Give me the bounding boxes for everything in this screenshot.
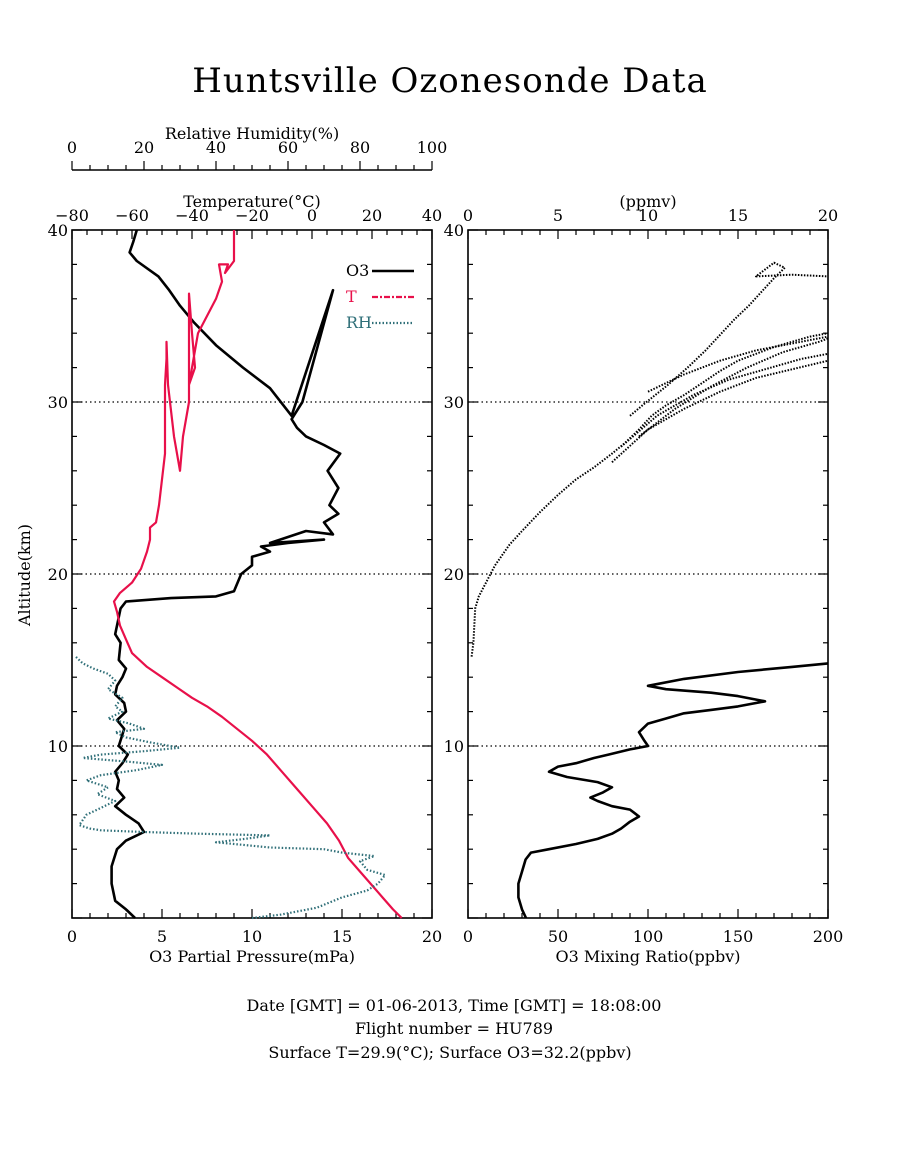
rh-axis-label: 0 [67,138,77,157]
series-o3-line [110,229,342,919]
ppbv-axis-label: 100 [633,927,664,946]
right-x-axis-label: O3 Mixing Ratio(ppbv) [555,947,740,966]
temperature-axis-label: −20 [235,206,269,225]
ppmv-axis-label: 20 [818,206,838,225]
ppmv-axis-label: 15 [728,206,748,225]
mixing-ratio-line-3 [611,359,829,463]
temperature-axis-label: −60 [115,206,149,225]
ppmv-axis-label: 10 [638,206,658,225]
rh-axis-label: 100 [417,138,448,157]
temp-axis-label: Temperature(°C) [183,192,321,211]
pressure-axis-label: 20 [422,927,442,946]
series-t-line [112,230,403,919]
temperature-axis-label: 20 [362,206,382,225]
pressure-axis-label: 5 [157,927,167,946]
legend-label-rh: RH [346,313,372,332]
temperature-axis-label: 0 [307,206,317,225]
right-y-axis-label: 20 [444,565,464,584]
mixing-ratio-line-5 [638,337,829,438]
pressure-axis-label: 15 [332,927,352,946]
footer-flight-number: Flight number = HU789 [355,1019,553,1038]
ppbv-axis-label: 0 [463,927,473,946]
left-y-axis-label: 30 [48,393,68,412]
right-y-axis-label: 40 [444,221,464,240]
footer-date-time: Date [GMT] = 01-06-2013, Time [GMT] = 18… [247,996,662,1015]
right-y-axis-label: 30 [444,393,464,412]
rh-axis-label: 80 [350,138,370,157]
y-axis-label: Altitude(km) [15,524,34,627]
legend-label-t: T [346,287,357,306]
rh-axis-label: 20 [134,138,154,157]
right-y-axis-label: 10 [444,737,464,756]
rh-axis-label: Relative Humidity(%) [165,124,339,143]
pressure-axis-label: 0 [67,927,77,946]
rh-axis-label: 40 [206,138,226,157]
mixing-ratio-line-1 [470,332,829,657]
ppmv-axis-label: 0 [463,206,473,225]
chart-title: Huntsville Ozonesonde Data [192,61,708,101]
footer-surface-values: Surface T=29.9(°C); Surface O3=32.2(ppbv… [268,1043,631,1062]
left-y-axis-label: 40 [48,221,68,240]
ppmv-axis-label: 5 [553,206,563,225]
left-x-axis-label: O3 Partial Pressure(mPa) [149,947,355,966]
rh-axis-label: 60 [278,138,298,157]
temperature-axis-label: −40 [175,206,209,225]
left-y-axis-label: 20 [48,565,68,584]
temperature-axis-label: 40 [422,206,442,225]
ppbv-axis-label: 50 [548,927,568,946]
pressure-axis-label: 10 [242,927,262,946]
mixing-ratio-line-2 [629,261,829,417]
series-rh-line [74,655,387,920]
ppbv-axis-label: 150 [723,927,754,946]
ppmv-axis-label: (ppmv) [619,192,676,211]
temperature-axis-label: −80 [55,206,89,225]
mixing-ratio-line-6 [647,335,829,393]
left-y-axis-label: 10 [48,737,68,756]
ppbv-axis-label: 200 [813,927,844,946]
mixing-ratio-line-0 [517,662,829,919]
legend-label-o3: O3 [346,261,369,280]
